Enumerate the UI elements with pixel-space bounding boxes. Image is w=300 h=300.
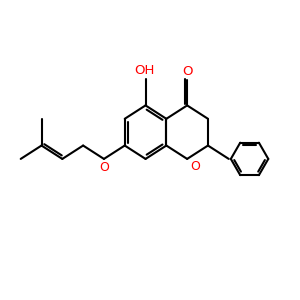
Text: O: O [182, 65, 192, 78]
Text: O: O [190, 160, 200, 173]
Text: OH: OH [134, 64, 154, 76]
Text: O: O [99, 161, 109, 174]
